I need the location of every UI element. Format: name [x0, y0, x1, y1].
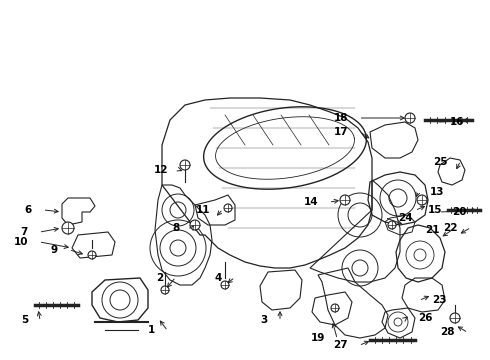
Text: 5: 5: [21, 315, 28, 325]
Text: 23: 23: [432, 295, 446, 305]
Text: 16: 16: [450, 117, 465, 127]
Circle shape: [388, 221, 396, 229]
Text: 14: 14: [303, 197, 318, 207]
Text: 4: 4: [215, 273, 222, 283]
Circle shape: [161, 286, 169, 294]
Text: 26: 26: [418, 313, 433, 323]
Text: 8: 8: [173, 223, 180, 233]
Text: 7: 7: [21, 227, 28, 237]
Text: 13: 13: [430, 187, 444, 197]
Text: 15: 15: [428, 205, 442, 215]
Circle shape: [224, 204, 232, 212]
Text: 11: 11: [196, 205, 210, 215]
Text: 2: 2: [156, 273, 163, 283]
Circle shape: [221, 281, 229, 289]
Text: 20: 20: [452, 207, 466, 217]
Circle shape: [405, 113, 415, 123]
Text: 25: 25: [434, 157, 448, 167]
Circle shape: [450, 313, 460, 323]
Text: 12: 12: [153, 165, 168, 175]
Circle shape: [62, 222, 74, 234]
Text: 19: 19: [311, 333, 325, 343]
Circle shape: [88, 251, 96, 259]
Circle shape: [190, 220, 200, 230]
Text: 22: 22: [443, 223, 458, 233]
Circle shape: [331, 304, 339, 312]
Text: 6: 6: [25, 205, 32, 215]
Text: 28: 28: [441, 327, 455, 337]
Text: 24: 24: [398, 213, 413, 223]
Text: 3: 3: [261, 315, 268, 325]
Circle shape: [180, 160, 190, 170]
Text: 10: 10: [14, 237, 28, 247]
Text: 1: 1: [148, 325, 155, 335]
Text: 9: 9: [51, 245, 58, 255]
Circle shape: [340, 195, 350, 205]
Text: 17: 17: [333, 127, 348, 137]
Circle shape: [417, 195, 427, 205]
Text: 27: 27: [333, 340, 348, 350]
Text: 21: 21: [425, 225, 440, 235]
Text: 18: 18: [334, 113, 348, 123]
